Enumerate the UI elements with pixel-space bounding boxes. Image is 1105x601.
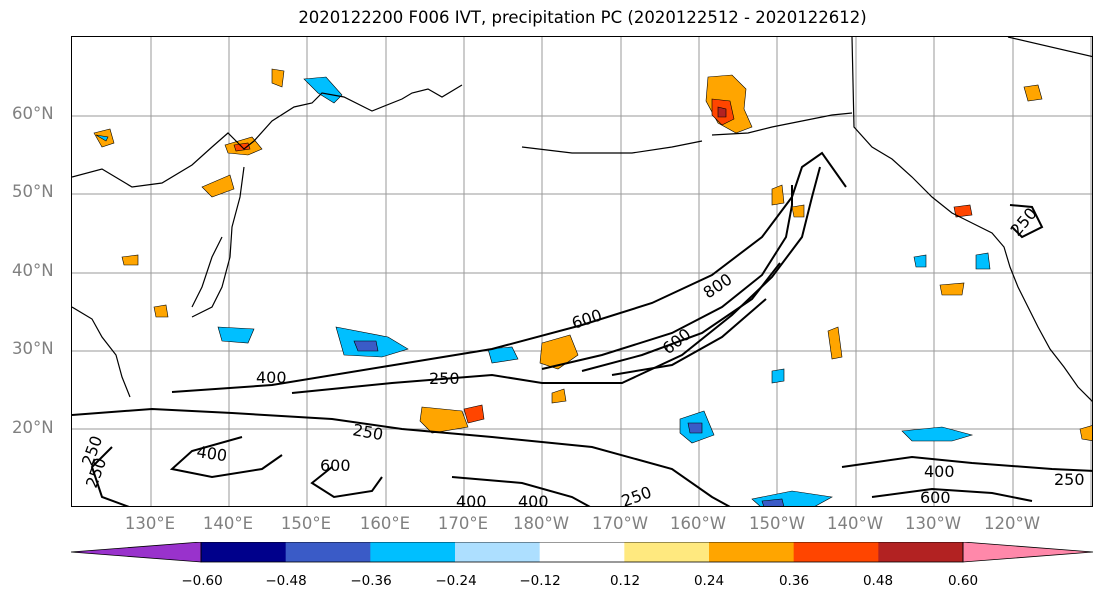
map-title: 2020122200 F006 IVT, precipitation PC (2… [298,8,867,27]
lat-label-30n: 30°N [12,339,54,358]
colorbar-bin [201,542,287,562]
contour-label: 400 [518,492,549,507]
lon-label-130e: 130°E [124,514,176,533]
contour-label: 600 [659,324,695,358]
colorbar-bin [539,542,625,562]
lon-label-170w: 170°W [591,514,649,533]
colorbar-bins [71,542,1093,562]
lon-label-180w: 180°W [512,514,570,533]
colorbar-bin [285,542,371,562]
colorbar-bin [455,542,541,562]
lat-label-50n: 50°N [12,182,54,201]
colorbar-bin [370,542,456,562]
contour-label: 250 [1054,470,1085,489]
lat-label-40n: 40°N [12,261,54,280]
contour-label: 250 [1007,204,1041,240]
colorbar-tick: 0.36 [778,573,810,589]
colorbar-bin [878,542,964,562]
contour-label-group: 250 400 600 800 250 400 250 400 250 600 … [78,204,1085,507]
map-panel: 250 400 600 800 250 400 250 400 250 600 … [71,36,1093,507]
colorbar-bin [963,542,1093,562]
lon-label-160w: 160°W [669,514,727,533]
graticule [72,37,1092,506]
colorbar-tick: 0.60 [947,573,979,589]
lon-label-170e: 170°E [437,514,489,533]
colorbar-bin [71,542,201,562]
colorbar-tick: −0.48 [265,573,307,589]
contour-label: 800 [700,269,736,302]
colorbar-tick: 0.12 [609,573,641,589]
colorbar-bin [793,542,879,562]
ivt-contours [72,151,1092,506]
lon-label-150w: 150°W [748,514,806,533]
lat-label-20n: 20°N [12,418,54,437]
contour-label: 250 [429,369,460,388]
contour-label: 600 [920,488,951,507]
colorbar-tick: 0.24 [693,573,725,589]
contour-label: 600 [320,456,351,475]
contour-label: 250 [351,420,384,444]
lon-label-150e: 150°E [280,514,332,533]
coastlines [72,37,1092,402]
contour-label: 400 [256,368,287,387]
colorbar-tick: 0.48 [862,573,894,589]
contour-label: 400 [195,442,228,465]
colorbar-tick: −0.60 [181,573,223,589]
lon-label-120w: 120°W [983,514,1041,533]
colorbar-tick: −0.12 [519,573,561,589]
precip-patches [93,68,1092,506]
lon-label-140w: 140°W [826,514,884,533]
colorbar-outline [200,542,964,563]
contour-label: 250 [619,482,654,507]
contour-label: 400 [924,462,955,481]
contour-label: 400 [456,492,487,507]
lat-label-60n: 60°N [12,104,54,123]
contour-label: 600 [569,305,604,333]
colorbar [71,542,1094,563]
colorbar-tick: −0.24 [435,573,477,589]
map-svg: 250 400 600 800 250 400 250 400 250 600 … [72,37,1092,507]
lon-label-160e: 160°E [359,514,411,533]
colorbar-tick: −0.36 [350,573,392,589]
lon-label-140e: 140°E [202,514,254,533]
colorbar-bin [709,542,795,562]
colorbar-bin [624,542,710,562]
lon-label-130w: 130°W [904,514,962,533]
